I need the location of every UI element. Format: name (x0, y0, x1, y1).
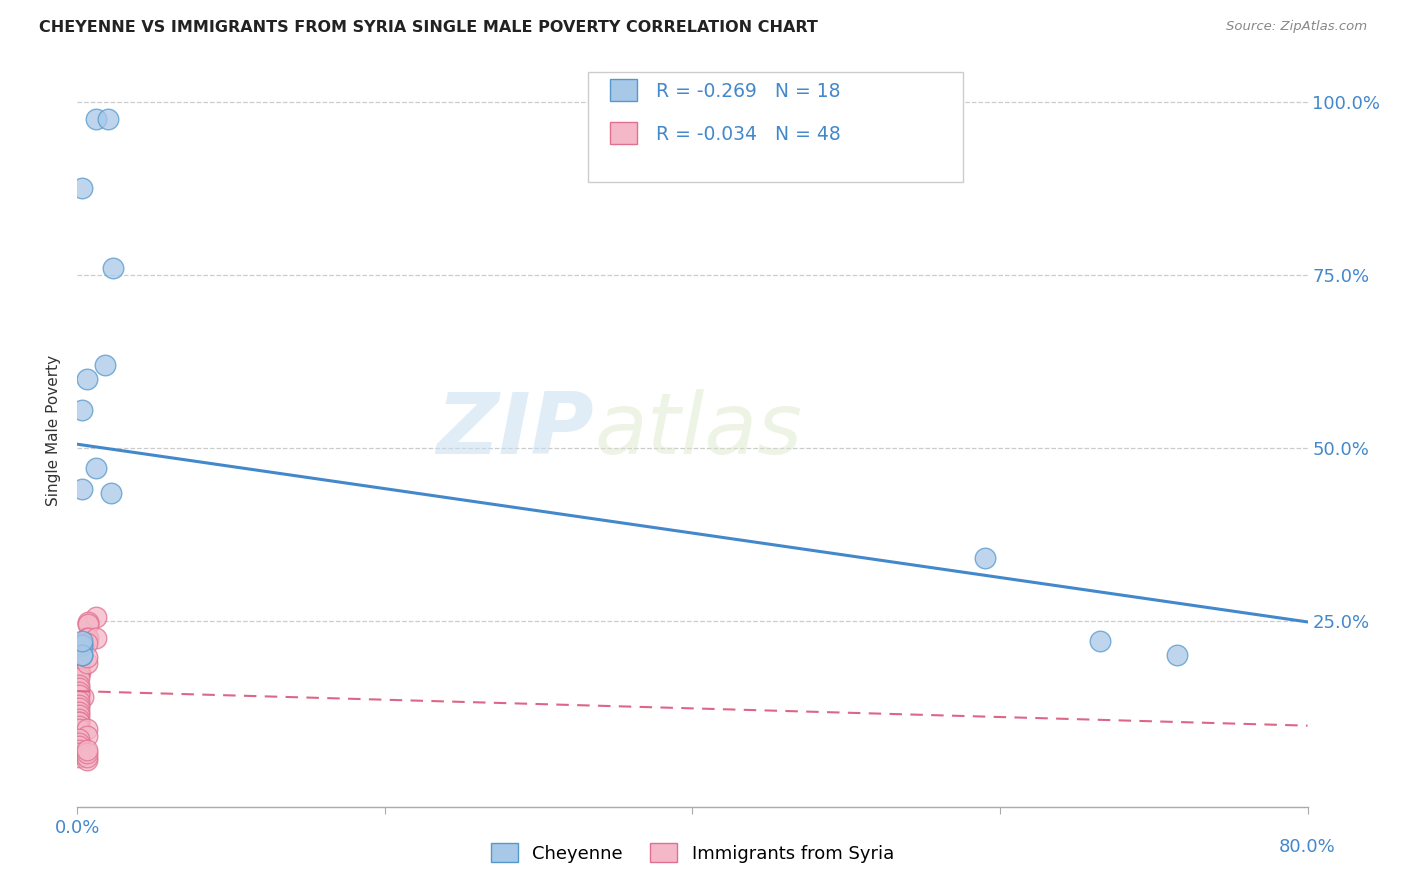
Point (67, 701, 90, 715)
FancyBboxPatch shape (588, 72, 963, 182)
Point (100, 485, 122, 500)
Point (67, 681, 90, 696)
Point (84, 631, 107, 645)
Point (76, 371, 98, 385)
Legend: Cheyenne, Immigrants from Syria: Cheyenne, Immigrants from Syria (484, 836, 901, 870)
Point (84, 461, 107, 475)
Point (70, 638, 93, 652)
Point (67, 749, 90, 764)
Point (67, 698, 90, 712)
Point (76, 649, 98, 664)
Point (67, 667, 90, 681)
Point (70, 482, 93, 496)
Point (67, 722, 90, 736)
Point (76, 631, 98, 645)
Point (67, 649, 90, 664)
Point (94, 358, 117, 372)
Point (67, 657, 90, 672)
Point (67, 747, 90, 761)
Point (77, 617, 100, 632)
Point (84, 610, 107, 624)
Point (67, 708, 90, 723)
Point (76, 635, 98, 649)
Point (67, 688, 90, 702)
Point (70, 402, 93, 417)
Point (70, 648, 93, 662)
Point (77, 631, 100, 645)
Text: R = -0.269   N = 18: R = -0.269 N = 18 (655, 82, 839, 101)
Point (1088, 634, 1111, 648)
Point (72, 690, 94, 704)
Point (70, 648, 93, 662)
Text: CHEYENNE VS IMMIGRANTS FROM SYRIA SINGLE MALE POVERTY CORRELATION CHART: CHEYENNE VS IMMIGRANTS FROM SYRIA SINGLE… (39, 20, 818, 35)
Point (67, 660, 90, 674)
Point (76, 753, 98, 767)
Point (77, 617, 100, 632)
Point (67, 732, 90, 747)
Bar (610, 122, 637, 144)
Point (67, 712, 90, 726)
Point (70, 181, 93, 195)
Point (76, 749, 98, 764)
Point (67, 660, 90, 674)
Point (67, 671, 90, 685)
Point (67, 736, 90, 750)
Text: R = -0.034   N = 48: R = -0.034 N = 48 (655, 125, 841, 144)
Point (1166, 648, 1188, 662)
Point (67, 743, 90, 757)
Point (67, 664, 90, 678)
Point (84, 112, 107, 127)
Point (76, 722, 98, 736)
Text: atlas: atlas (595, 389, 801, 472)
Point (101, 260, 124, 275)
Point (67, 657, 90, 671)
Point (67, 653, 90, 667)
Point (76, 657, 98, 671)
Text: 80.0%: 80.0% (1279, 838, 1336, 855)
Point (67, 694, 90, 708)
Y-axis label: Single Male Poverty: Single Male Poverty (46, 355, 62, 506)
Text: Source: ZipAtlas.com: Source: ZipAtlas.com (1226, 20, 1367, 33)
Point (76, 747, 98, 761)
Point (67, 715, 90, 730)
Point (67, 705, 90, 719)
Point (77, 615, 100, 629)
Text: ZIP: ZIP (436, 389, 595, 472)
Point (70, 638, 93, 652)
Point (67, 678, 90, 692)
Point (76, 743, 98, 757)
Point (67, 654, 90, 668)
Point (67, 739, 90, 754)
Point (97, 112, 120, 127)
Point (70, 634, 93, 648)
Point (76, 729, 98, 743)
Point (67, 685, 90, 699)
Point (973, 551, 995, 566)
Point (67, 719, 90, 733)
Bar (610, 79, 637, 101)
Point (69, 665, 91, 680)
Point (67, 715, 90, 730)
